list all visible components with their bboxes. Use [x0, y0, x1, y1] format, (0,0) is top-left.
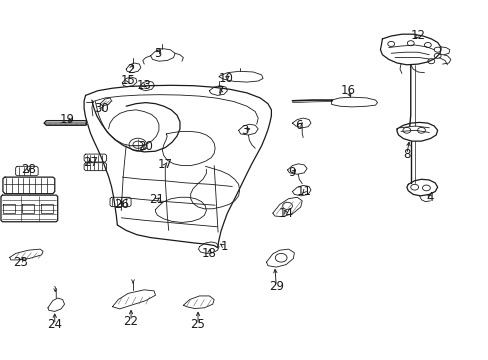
Text: 8: 8 — [402, 148, 410, 161]
Text: 4: 4 — [426, 191, 433, 204]
Text: 20: 20 — [138, 140, 153, 153]
Text: 16: 16 — [340, 84, 355, 97]
Text: 27: 27 — [83, 156, 98, 169]
Text: 6: 6 — [295, 119, 303, 132]
Text: 26: 26 — [114, 198, 128, 211]
Text: 9: 9 — [288, 166, 296, 179]
Text: 18: 18 — [202, 247, 216, 260]
Text: 19: 19 — [60, 113, 75, 126]
Text: 2: 2 — [127, 63, 135, 76]
Text: 23: 23 — [13, 256, 28, 269]
Text: 7: 7 — [217, 85, 224, 98]
Text: 17: 17 — [158, 158, 172, 171]
Text: 3: 3 — [240, 124, 248, 137]
Text: 28: 28 — [21, 163, 36, 176]
Text: 30: 30 — [94, 102, 109, 115]
Text: 29: 29 — [268, 280, 283, 293]
Text: 24: 24 — [47, 318, 62, 331]
Text: 22: 22 — [123, 315, 138, 328]
Text: 12: 12 — [410, 29, 425, 42]
Text: 15: 15 — [121, 75, 135, 87]
Text: 1: 1 — [220, 240, 227, 253]
Text: 25: 25 — [190, 318, 205, 331]
Text: 11: 11 — [296, 185, 311, 198]
Text: 14: 14 — [278, 207, 293, 220]
Text: 21: 21 — [149, 193, 163, 206]
Text: 13: 13 — [137, 79, 151, 92]
Text: 5: 5 — [153, 47, 161, 60]
Text: 10: 10 — [218, 72, 233, 85]
